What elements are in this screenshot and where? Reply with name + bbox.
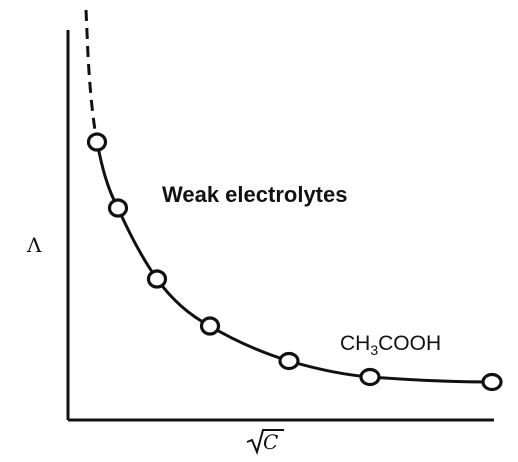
formula-suffix: COOH (378, 332, 442, 355)
x-axis-label: C (263, 430, 279, 454)
radical-sign (246, 429, 284, 456)
ch3cooh-label: CH3COOH (340, 332, 441, 358)
data-point (107, 198, 129, 218)
data-point (199, 316, 221, 336)
data-point (359, 367, 381, 387)
formula-prefix: CH (340, 332, 371, 355)
data-points (86, 132, 503, 392)
dashed-extrapolation (84, 9, 99, 143)
data-point (278, 351, 300, 371)
data-point (86, 132, 108, 152)
data-point (481, 372, 503, 392)
weak-electrolytes-label: Weak electrolytes (162, 182, 348, 207)
y-axis-label: Λ (27, 233, 42, 257)
data-point (146, 269, 168, 289)
formula-subscript: 3 (370, 342, 379, 358)
